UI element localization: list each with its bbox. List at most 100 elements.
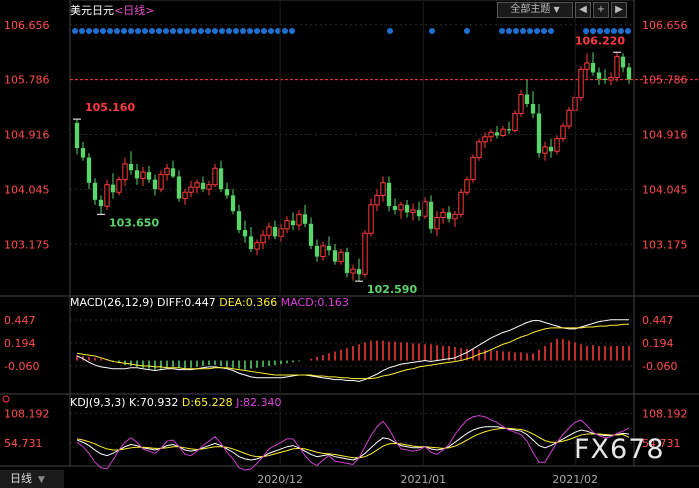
candle-body xyxy=(344,252,350,273)
event-dot xyxy=(590,28,596,34)
candle-body xyxy=(224,189,230,196)
candle-body xyxy=(314,245,320,257)
macd-macd-value: MACD:0.163 xyxy=(280,296,349,309)
event-dot xyxy=(100,28,106,34)
price-tick-left: 106.656 xyxy=(4,19,50,32)
zoom-button[interactable]: + xyxy=(593,2,609,18)
watermark-logo: FX678 xyxy=(574,434,665,465)
candle-body xyxy=(524,94,530,104)
candle-body xyxy=(332,250,338,262)
x-axis-tick: 2021/01 xyxy=(400,473,446,486)
event-dot xyxy=(163,28,169,34)
candle-body xyxy=(218,168,224,190)
theme-select[interactable]: 全部主题 ▼ xyxy=(497,2,573,18)
candle-body xyxy=(74,122,80,149)
macd-tick-left: 0.447 xyxy=(4,314,36,327)
previous-button[interactable]: ◀ xyxy=(575,2,591,18)
price-tick-left: 104.045 xyxy=(4,183,50,196)
candle-body xyxy=(626,67,632,80)
candle-body xyxy=(458,191,464,215)
candle-body xyxy=(212,167,218,186)
candle-body xyxy=(584,62,590,70)
candle-body xyxy=(236,211,242,231)
kdj-tick-left: 108.192 xyxy=(4,407,50,420)
kdj-tick-left: 54.731 xyxy=(4,437,43,450)
chevron-right-icon: ▶ xyxy=(615,4,623,15)
price-tick-right: 106.656 xyxy=(642,19,688,32)
event-dot xyxy=(597,28,603,34)
candle-body xyxy=(380,182,386,196)
instrument-name: 美元日元 xyxy=(70,4,114,17)
theme-select-label: 全部主题 xyxy=(510,4,551,15)
chart-title: 美元日元<日线> xyxy=(70,2,154,18)
candle-body xyxy=(350,268,356,274)
event-dot xyxy=(520,28,526,34)
candle-body xyxy=(338,251,344,263)
event-dot xyxy=(506,28,512,34)
event-dot xyxy=(464,28,470,34)
candle-body xyxy=(326,245,332,251)
candle-body xyxy=(542,146,548,154)
candle-body xyxy=(98,199,104,207)
macd-tick-right: 0.194 xyxy=(642,337,674,350)
event-dot xyxy=(198,28,204,34)
event-dot xyxy=(177,28,183,34)
event-dot xyxy=(604,28,610,34)
event-dot xyxy=(527,28,533,34)
kdj-tick-right: 108.192 xyxy=(642,407,688,420)
candle-body xyxy=(536,113,542,154)
macd-tick-left: 0.194 xyxy=(4,337,36,350)
candle-body xyxy=(176,176,182,199)
candle-body xyxy=(608,76,614,81)
candle-body xyxy=(416,209,422,217)
candle-body xyxy=(482,136,488,143)
candle-body xyxy=(272,226,278,237)
event-dot xyxy=(79,28,85,34)
event-dot xyxy=(184,28,190,34)
low-label: 103.650 xyxy=(109,216,159,229)
event-dot xyxy=(149,28,155,34)
event-dot xyxy=(121,28,127,34)
period-label[interactable]: <日线> xyxy=(114,4,155,17)
macd-tick-left: -0.060 xyxy=(4,360,39,373)
candle-body xyxy=(140,171,146,179)
event-dot xyxy=(142,28,148,34)
price-tick-left: 104.916 xyxy=(4,128,50,141)
kdj-j-value: J:82.340 xyxy=(236,396,282,409)
kdj-d-line xyxy=(76,427,630,459)
candle-body xyxy=(260,234,266,244)
chevron-down-icon: ▼ xyxy=(38,475,45,485)
candle-body xyxy=(578,68,584,99)
chevron-left-icon: ◀ xyxy=(579,4,587,15)
candle-body xyxy=(248,236,254,250)
candle-body xyxy=(590,62,596,73)
event-dot xyxy=(135,28,141,34)
candle-body xyxy=(122,163,128,181)
candle-body xyxy=(290,220,296,226)
candle-body xyxy=(464,179,470,193)
period-tab[interactable]: 日线 ▼ xyxy=(0,470,64,488)
event-dot xyxy=(156,28,162,34)
candle-body xyxy=(518,94,524,114)
event-dot xyxy=(72,28,78,34)
next-button[interactable]: ▶ xyxy=(611,2,627,18)
candle-body xyxy=(512,112,518,131)
event-dot xyxy=(275,28,281,34)
candle-body xyxy=(266,226,272,236)
kdj-tick-right: 54.731 xyxy=(642,437,681,450)
kdj-d-value: D:65.228 xyxy=(181,396,233,409)
candle-body xyxy=(356,269,362,275)
candle-body xyxy=(230,195,236,212)
candle-body xyxy=(164,167,170,176)
candle-body xyxy=(296,213,302,226)
chevron-down-icon: ▼ xyxy=(553,5,560,14)
event-dot xyxy=(611,28,617,34)
event-dot xyxy=(93,28,99,34)
candle-body xyxy=(170,168,176,177)
candle-body xyxy=(134,170,140,179)
event-dot xyxy=(226,28,232,34)
price-tick-right: 104.916 xyxy=(642,128,688,141)
event-dot xyxy=(261,28,267,34)
macd-tick-right: -0.060 xyxy=(642,360,677,373)
